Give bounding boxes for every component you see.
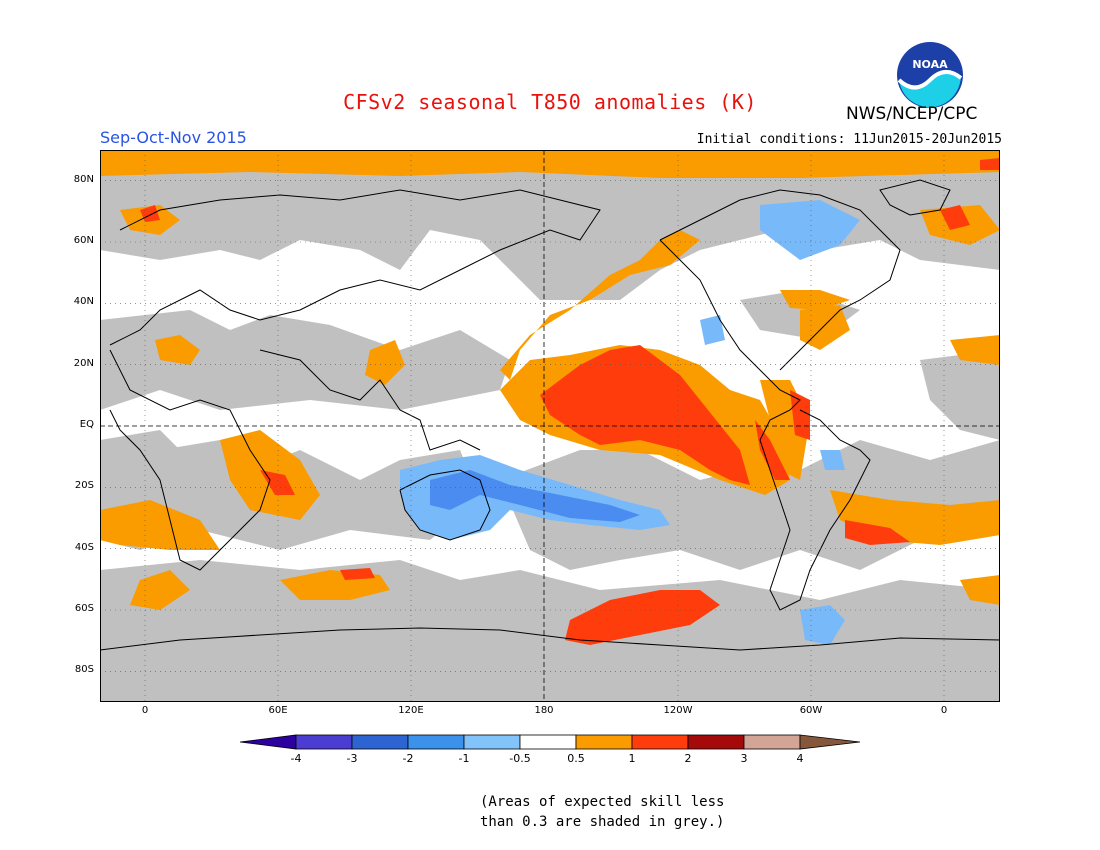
colorbar-bin: [687, 734, 745, 750]
colorbar-label: -1: [458, 752, 470, 765]
reference-lines: [100, 150, 1000, 702]
strong-warm-anomaly-regions: [140, 158, 1000, 645]
cold-anomaly-regions: [400, 200, 860, 645]
color-bar: [239, 734, 862, 754]
lat-label-40n: 40N: [73, 296, 94, 307]
colorbar-bin: [519, 734, 577, 750]
lon-label-60e: 60E: [268, 705, 288, 716]
skill-note-line2: than 0.3 are shaded in grey.): [480, 814, 725, 830]
colorbar-bin: [407, 734, 465, 750]
initial-conditions-label: Initial conditions: 11Jun2015-20Jun2015: [696, 132, 1002, 147]
colorbar-label: 3: [740, 752, 748, 765]
colorbar-bin: [575, 734, 633, 750]
noaa-logo-text: NOAA: [912, 58, 948, 71]
org-label: NWS/NCEP/CPC: [846, 104, 978, 124]
colorbar-label: 1: [628, 752, 636, 765]
lon-label-0-east: 0: [940, 705, 948, 716]
colorbar-bin: [295, 734, 353, 750]
colorbar-label: -4: [290, 752, 302, 765]
lat-label-eq: EQ: [79, 419, 94, 430]
lat-label-80n: 80N: [73, 174, 94, 185]
colorbar-label: -3: [346, 752, 358, 765]
chart-title: CFSv2 seasonal T850 anomalies (K): [343, 90, 757, 114]
lat-label-60n: 60N: [73, 235, 94, 246]
colorbar-label: -0.5: [509, 752, 531, 765]
lat-label-20s: 20S: [74, 480, 94, 491]
lon-label-0-west: 0: [141, 705, 149, 716]
map-border: [100, 150, 1000, 702]
colorbar-bin: [351, 734, 409, 750]
skill-note-line1: (Areas of expected skill less: [480, 794, 725, 810]
colorbar-bin: [463, 734, 521, 750]
colorbar-upper-arrow: [799, 734, 861, 750]
lon-label-180: 180: [534, 705, 554, 716]
colorbar-label: 4: [796, 752, 804, 765]
skill-note: (Areas of expected skill less than 0.3 a…: [480, 792, 724, 832]
colorbar-lower-arrow: [239, 734, 297, 750]
colorbar-bin: [631, 734, 689, 750]
colorbar-label: -2: [402, 752, 414, 765]
lat-label-80s: 80S: [74, 664, 94, 675]
anomaly-map: [99, 150, 1001, 706]
lon-label-120w: 120W: [663, 705, 693, 716]
season-label: Sep-Oct-Nov 2015: [100, 128, 247, 147]
lon-label-120e: 120E: [398, 705, 424, 716]
lat-label-20n: 20N: [73, 358, 94, 369]
colorbar-label: 2: [684, 752, 692, 765]
noaa-logo: NOAA: [895, 40, 965, 114]
colorbar-bin: [743, 734, 801, 750]
lat-label-40s: 40S: [74, 542, 94, 553]
colorbar-label: 0.5: [567, 752, 585, 765]
lat-label-60s: 60S: [74, 603, 94, 614]
lon-label-60w: 60W: [799, 705, 823, 716]
